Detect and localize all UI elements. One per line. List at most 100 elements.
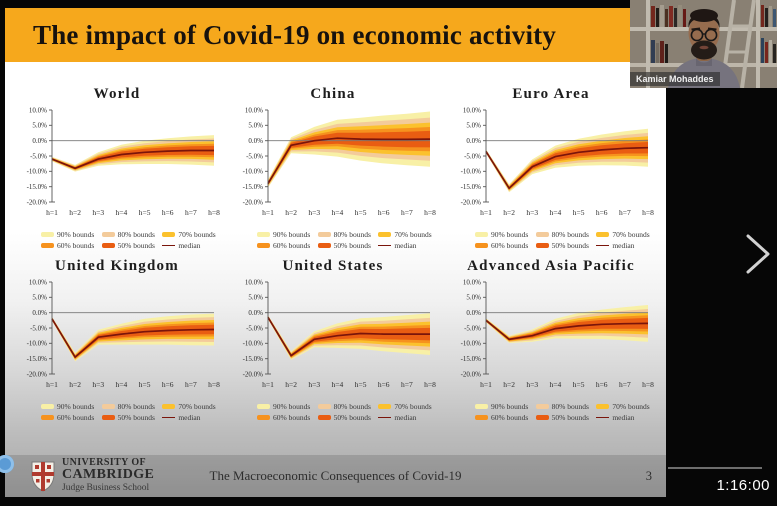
svg-text:-10.0%: -10.0% xyxy=(243,168,264,176)
svg-text:-15.0%: -15.0% xyxy=(27,183,48,191)
legend-item: 50% bounds xyxy=(101,240,163,251)
svg-text:-5.0%: -5.0% xyxy=(30,324,47,332)
svg-text:10.0%: 10.0% xyxy=(463,278,481,286)
svg-text:h=3: h=3 xyxy=(526,380,538,389)
svg-text:h=1: h=1 xyxy=(480,208,492,217)
svg-text:-10.0%: -10.0% xyxy=(461,168,482,176)
svg-text:-20.0%: -20.0% xyxy=(461,370,482,378)
fan-chart-plot: 10.0% 5.0% 0.0% -5.0% -10.0% -15.0% -20.0% h=1 h… xyxy=(243,278,436,389)
svg-text:h=1: h=1 xyxy=(46,208,58,217)
legend-item: 60% bounds xyxy=(41,412,102,423)
svg-text:-20.0%: -20.0% xyxy=(27,198,48,206)
band-swatch xyxy=(41,243,54,248)
footer-title: The Macroeconomic Consequences of Covid-… xyxy=(209,468,462,483)
svg-text:5.0%: 5.0% xyxy=(248,294,263,302)
next-slide-button[interactable] xyxy=(742,231,774,277)
legend-row: 60% bounds 50% bounds median xyxy=(41,240,223,251)
legend-item: 90% bounds xyxy=(41,229,102,240)
svg-text:-10.0%: -10.0% xyxy=(27,168,48,176)
svg-text:0.0%: 0.0% xyxy=(32,309,47,317)
svg-text:-5.0%: -5.0% xyxy=(246,324,263,332)
svg-text:-5.0%: -5.0% xyxy=(246,152,263,160)
svg-text:h=4: h=4 xyxy=(332,380,344,389)
legend-label: 70% bounds xyxy=(394,402,432,411)
legend-label: 80% bounds xyxy=(117,230,155,239)
legend-item: 60% bounds xyxy=(475,240,536,251)
fan-chart-plot: 10.0% 5.0% 0.0% -5.0% -10.0% -15.0% -20.0% h=1 h… xyxy=(243,106,436,217)
median-line-swatch xyxy=(596,244,610,247)
svg-text:h=1: h=1 xyxy=(46,380,58,389)
svg-text:h=7: h=7 xyxy=(401,380,413,389)
svg-text:-10.0%: -10.0% xyxy=(243,340,264,348)
legend-label: 60% bounds xyxy=(491,413,529,422)
band-swatch xyxy=(535,404,549,409)
page-number: 3 xyxy=(645,468,652,483)
svg-text:10.0%: 10.0% xyxy=(245,106,263,114)
svg-text:h=1: h=1 xyxy=(480,380,492,389)
band-swatch xyxy=(475,232,488,237)
logo-cambridge: CAMBRIDGE xyxy=(62,467,155,483)
legend-item: 60% bounds xyxy=(257,412,318,423)
legend-item: median xyxy=(596,412,657,423)
svg-text:h=3: h=3 xyxy=(308,208,320,217)
band-swatch xyxy=(257,404,270,409)
svg-text:0.0%: 0.0% xyxy=(466,137,481,145)
svg-text:-20.0%: -20.0% xyxy=(461,198,482,206)
legend-label: 70% bounds xyxy=(612,230,650,239)
svg-text:h=4: h=4 xyxy=(550,208,562,217)
legend-label: 60% bounds xyxy=(273,413,311,422)
legend-item: 50% bounds xyxy=(317,240,379,251)
legend-item: median xyxy=(596,240,657,251)
svg-text:h=3: h=3 xyxy=(526,208,538,217)
svg-text:h=3: h=3 xyxy=(92,208,104,217)
player-seek-bar[interactable] xyxy=(668,467,762,469)
legend-label: 80% bounds xyxy=(551,230,589,239)
svg-text:0.0%: 0.0% xyxy=(32,137,47,145)
svg-text:5.0%: 5.0% xyxy=(466,122,481,130)
legend-label: 50% bounds xyxy=(333,241,371,250)
logo-text: UNIVERSITY OF CAMBRIDGE Judge Business S… xyxy=(62,457,155,494)
svg-text:h=8: h=8 xyxy=(642,380,654,389)
legend-label: 80% bounds xyxy=(333,402,371,411)
legend-label: 80% bounds xyxy=(551,402,589,411)
band-swatch xyxy=(162,232,176,237)
webcam-video[interactable]: Kamiar Mohaddes xyxy=(630,0,777,89)
left-edge-control[interactable] xyxy=(0,455,14,473)
svg-text:h=4: h=4 xyxy=(550,380,562,389)
legend-row: 60% bounds 50% bounds median xyxy=(41,412,223,423)
svg-text:0.0%: 0.0% xyxy=(466,309,481,317)
legend-label: 70% bounds xyxy=(394,230,432,239)
svg-text:-5.0%: -5.0% xyxy=(30,152,47,160)
fan-chart-plot: 10.0% 5.0% 0.0% -5.0% -10.0% -15.0% -20.0% h=1 h… xyxy=(27,106,220,217)
chart-legend: 90% bounds 80% bounds 70% bounds 60% bounds… xyxy=(227,401,439,423)
legend-item: 80% bounds xyxy=(317,401,379,412)
chart-title: World xyxy=(93,86,141,102)
legend-label: 90% bounds xyxy=(273,230,311,239)
svg-text:-15.0%: -15.0% xyxy=(27,355,48,363)
legend-label: median xyxy=(394,413,417,422)
chart-legend: 90% bounds 80% bounds 70% bounds 60% bounds… xyxy=(227,229,439,251)
legend-label: 80% bounds xyxy=(333,230,371,239)
band-swatch xyxy=(101,232,115,237)
svg-text:h=1: h=1 xyxy=(262,208,274,217)
svg-text:h=2: h=2 xyxy=(285,208,297,217)
band-swatch xyxy=(475,415,488,420)
svg-text:-15.0%: -15.0% xyxy=(461,355,482,363)
legend-item: 80% bounds xyxy=(101,229,163,240)
median-line-swatch xyxy=(378,416,392,419)
svg-text:-15.0%: -15.0% xyxy=(243,355,264,363)
svg-text:h=5: h=5 xyxy=(139,208,151,217)
chart-united-states: United States 10.0% 5.0% 0.0% -5.0% -10.0% -1… xyxy=(227,258,439,423)
legend-item: 50% bounds xyxy=(317,412,379,423)
legend-label: 60% bounds xyxy=(57,241,95,250)
legend-item: median xyxy=(378,240,439,251)
fan-chart-plot: 10.0% 5.0% 0.0% -5.0% -10.0% -15.0% -20.0% h=1 h… xyxy=(461,278,654,389)
svg-text:h=7: h=7 xyxy=(619,208,631,217)
legend-label: 50% bounds xyxy=(117,241,155,250)
svg-text:5.0%: 5.0% xyxy=(466,294,481,302)
band-swatch xyxy=(257,232,270,237)
slide-title-banner: The impact of Covid-19 on economic activ… xyxy=(5,8,666,62)
participant-name-label: Kamiar Mohaddes xyxy=(630,72,720,86)
svg-text:h=8: h=8 xyxy=(424,208,436,217)
